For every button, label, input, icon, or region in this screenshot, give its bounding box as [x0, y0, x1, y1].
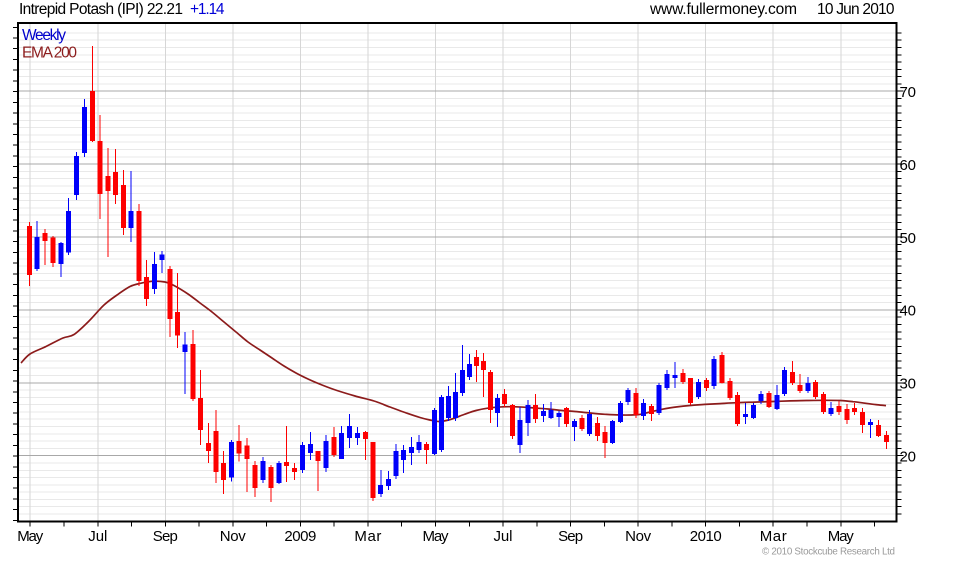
svg-text:© 2010 Stockcube Research Ltd: © 2010 Stockcube Research Ltd	[762, 547, 895, 558]
svg-text:70: 70	[900, 84, 917, 101]
svg-text:www.fullermoney.com: www.fullermoney.com	[649, 1, 797, 18]
svg-text:EMA 200: EMA 200	[22, 45, 77, 62]
svg-text:40: 40	[900, 303, 917, 320]
svg-text:Jul: Jul	[494, 528, 513, 545]
svg-text:May: May	[423, 528, 450, 545]
svg-text:Sep: Sep	[153, 528, 178, 545]
svg-text:Intrepid Potash (IPI) 22.21: Intrepid Potash (IPI) 22.21	[19, 1, 183, 18]
svg-text:May: May	[17, 528, 44, 545]
svg-text:Nov: Nov	[220, 528, 247, 545]
svg-text:2009: 2009	[284, 528, 316, 545]
svg-text:20: 20	[900, 449, 917, 466]
svg-text:30: 30	[900, 376, 917, 393]
svg-text:50: 50	[900, 230, 917, 247]
svg-text:+1.14: +1.14	[190, 1, 225, 18]
svg-text:60: 60	[900, 157, 917, 174]
svg-text:Weekly: Weekly	[22, 27, 66, 44]
svg-text:Nov: Nov	[625, 528, 652, 545]
svg-text:2010: 2010	[690, 528, 722, 545]
svg-text:May: May	[828, 528, 855, 545]
svg-text:Mar: Mar	[760, 528, 787, 545]
svg-text:Sep: Sep	[558, 528, 583, 545]
svg-text:Jul: Jul	[88, 528, 107, 545]
svg-text:10 Jun 2010: 10 Jun 2010	[817, 1, 895, 18]
svg-text:Mar: Mar	[354, 528, 381, 545]
